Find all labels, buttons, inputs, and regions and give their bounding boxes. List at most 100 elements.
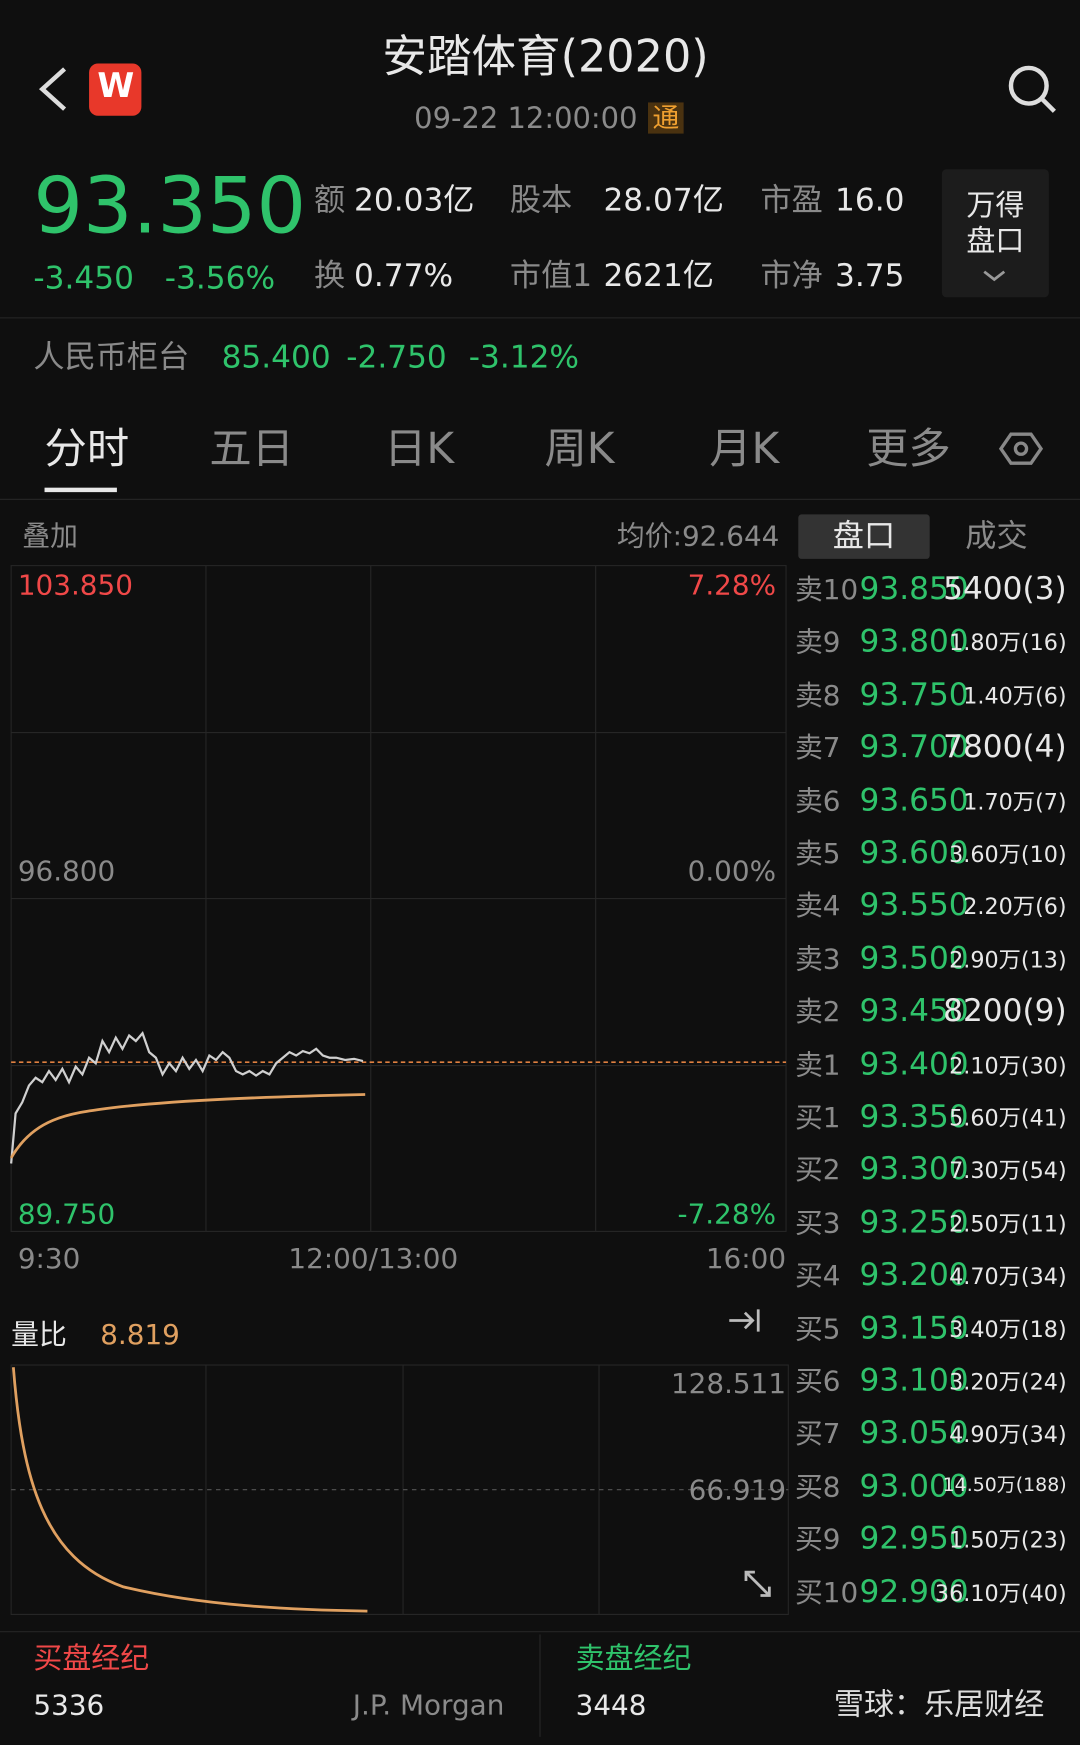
settings-icon[interactable] xyxy=(998,432,1044,465)
order-qty: 1.80万(16) xyxy=(949,629,1067,657)
order-price: 93.050 xyxy=(859,1414,969,1452)
stat-value: 2621亿 xyxy=(603,257,714,294)
stat-value: 3.75 xyxy=(835,257,905,294)
wind-button[interactable]: 万得 xyxy=(966,189,1025,223)
order-qty: 3.20万(24) xyxy=(949,1368,1067,1396)
order-qty: 3.40万(18) xyxy=(949,1315,1067,1343)
order-label: 卖5 xyxy=(794,837,841,870)
stat-value: 28.07亿 xyxy=(603,181,724,219)
orderbook-tab-bg xyxy=(798,514,930,559)
search-icon[interactable] xyxy=(1008,65,1049,106)
order-qty: 7.30万(54) xyxy=(949,1157,1067,1184)
tab[interactable]: 月K xyxy=(709,424,780,474)
order-price: 93.450 xyxy=(859,992,969,1029)
order-price: 93.750 xyxy=(859,675,969,713)
order-price: 92.950 xyxy=(859,1519,969,1557)
order-price: 93.650 xyxy=(859,781,969,818)
divider xyxy=(0,317,1080,319)
sell-label: 卖盘经纪 xyxy=(575,1642,692,1676)
back-icon[interactable] xyxy=(38,67,67,111)
order-price: 93.500 xyxy=(859,939,969,977)
jump-icon[interactable] xyxy=(729,1309,760,1332)
order-price: 93.300 xyxy=(859,1150,969,1188)
order-qty: 14.50万(188) xyxy=(942,1473,1067,1497)
tab[interactable]: 五日 xyxy=(209,424,294,474)
order-label: 买6 xyxy=(794,1365,841,1398)
order-label: 卖3 xyxy=(794,942,841,976)
low: 89.750 xyxy=(17,1198,116,1231)
stat-label: 市盈 xyxy=(760,181,823,219)
change-pct: -3.56% xyxy=(164,259,276,297)
order-price: 93.600 xyxy=(859,833,969,871)
logo: W xyxy=(97,66,135,106)
buy-broker: J.P. Morgan xyxy=(352,1689,505,1722)
order-price: 93.350 xyxy=(859,1097,969,1135)
order-qty: 1.70万(7) xyxy=(963,787,1067,815)
mid: 96.800 xyxy=(17,855,116,888)
overlay[interactable]: 叠加 xyxy=(22,519,78,553)
expand-icon[interactable] xyxy=(744,1570,771,1597)
order-qty: 1.40万(6) xyxy=(963,682,1067,710)
order-qty: 2.90万(13) xyxy=(949,946,1067,973)
rmb-label: 人民币柜台 xyxy=(33,338,190,376)
sell-count: 3448 xyxy=(575,1689,647,1722)
order-label: 买5 xyxy=(794,1312,841,1345)
order-qty: 3.60万(10) xyxy=(949,840,1067,868)
volume-tick: 128.511 xyxy=(670,1367,787,1400)
order-label: 卖8 xyxy=(794,678,841,712)
order-qty: 4.90万(34) xyxy=(949,1421,1067,1448)
order-price: 93.200 xyxy=(859,1256,969,1293)
order-qty: 36.10万(40) xyxy=(934,1579,1067,1607)
wind-button-bg xyxy=(941,169,1049,298)
rmb-pct: -3.12% xyxy=(468,338,580,376)
order-price: 93.150 xyxy=(859,1308,969,1346)
tab[interactable]: 分时 xyxy=(44,424,130,474)
order-label: 卖1 xyxy=(794,1048,841,1081)
order-qty: 7800(4) xyxy=(943,728,1067,766)
price: 93.350 xyxy=(33,160,307,252)
order-qty: 5400(3) xyxy=(943,570,1067,607)
stat-label: 换 xyxy=(313,257,346,294)
x-label: 16:00 xyxy=(705,1242,787,1275)
order-qty: 4.70万(34) xyxy=(949,1262,1067,1290)
search-handle xyxy=(1040,97,1056,113)
order-price: 93.850 xyxy=(859,570,969,607)
tab[interactable]: 日K xyxy=(384,424,455,474)
orderbook-tab[interactable]: 成交 xyxy=(965,517,1028,555)
title: 安踏体育(2020) xyxy=(382,31,709,83)
watermark: 雪球：乐居财经 xyxy=(833,1687,1045,1723)
x-label: 9:30 xyxy=(17,1242,81,1275)
buy-count: 5336 xyxy=(33,1689,105,1722)
change: -3.450 xyxy=(33,259,134,297)
stat-label: 股本 xyxy=(509,181,573,219)
high: 103.850 xyxy=(17,568,133,602)
order-qty: 1.50万(23) xyxy=(949,1526,1067,1554)
volume-value: 8.819 xyxy=(100,1318,180,1351)
tab[interactable]: 周K xyxy=(544,424,615,474)
order-price: 93.800 xyxy=(859,622,969,660)
order-label: 买10 xyxy=(794,1576,859,1609)
order-label: 卖2 xyxy=(794,995,841,1028)
order-price: 93.100 xyxy=(859,1361,969,1399)
order-price: 93.000 xyxy=(859,1467,969,1504)
buy-label: 买盘经纪 xyxy=(33,1642,150,1676)
order-price: 93.250 xyxy=(859,1203,969,1241)
tab[interactable]: 更多 xyxy=(866,424,951,474)
order-label: 卖9 xyxy=(794,626,841,659)
rmb-price: 85.400 xyxy=(221,338,331,376)
average: 均价:92.644 xyxy=(616,519,780,553)
stat-label: 市值1 xyxy=(509,257,593,294)
volume-tick: 66.919 xyxy=(688,1474,787,1507)
orderbook-tab[interactable]: 盘口 xyxy=(832,517,896,555)
divider xyxy=(0,1631,1080,1633)
wind-button[interactable]: 盘口 xyxy=(966,224,1025,259)
order-label: 卖10 xyxy=(794,573,859,606)
order-price: 93.550 xyxy=(859,886,969,924)
divider xyxy=(0,498,1080,500)
logo-bg xyxy=(89,63,142,116)
order-qty: 5.60万(41) xyxy=(949,1104,1067,1132)
order-qty: 2.50万(11) xyxy=(949,1210,1067,1237)
